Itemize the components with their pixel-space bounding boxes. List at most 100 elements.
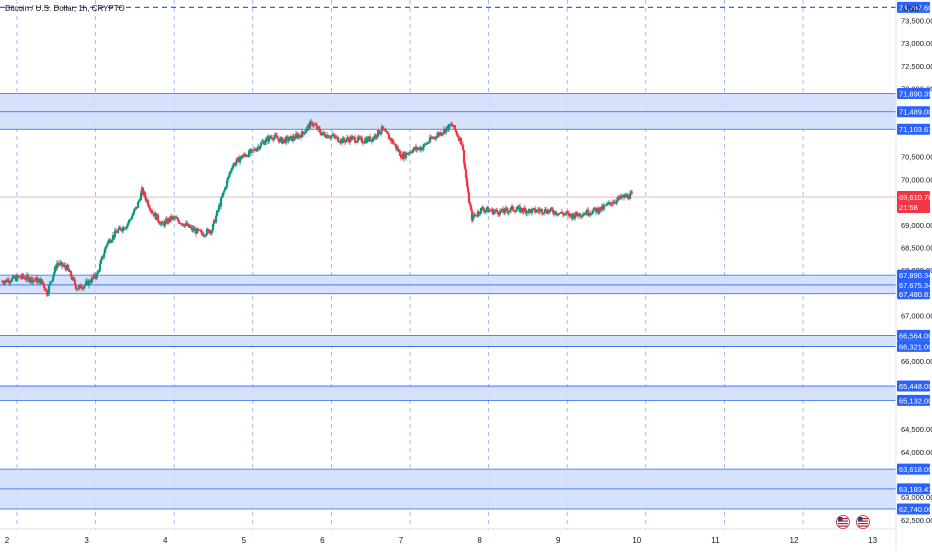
candle-body — [626, 194, 630, 199]
candle-body — [82, 286, 86, 289]
candle-body — [130, 215, 134, 220]
us-flag-icon[interactable] — [856, 515, 870, 529]
candle-body — [477, 211, 481, 214]
candle-body — [596, 208, 600, 213]
candle-body — [481, 207, 485, 210]
candle-body — [67, 268, 71, 272]
candle-body — [360, 137, 364, 143]
candle-body — [346, 137, 350, 140]
candle-body — [463, 163, 467, 170]
candle-body — [235, 158, 239, 163]
candle-body — [298, 135, 302, 136]
candle-body — [69, 271, 73, 277]
candle-body — [137, 200, 141, 202]
candle-body — [311, 124, 315, 126]
candle-body — [99, 259, 103, 264]
event-icons[interactable] — [836, 515, 870, 529]
level-label-text: 63,183.41 — [899, 485, 932, 494]
candle-body — [201, 234, 205, 236]
candle-body — [96, 270, 100, 274]
level-tag: 67,890.34 — [897, 269, 932, 281]
candle-body — [147, 205, 151, 208]
candle-body — [509, 207, 513, 211]
candle-body — [303, 132, 307, 135]
y-tick-label: 70,000.00 — [901, 175, 932, 184]
candle-body — [404, 152, 408, 158]
candle-body — [374, 134, 378, 138]
candle-body — [512, 210, 516, 212]
candle-body — [222, 190, 226, 193]
candle-body — [300, 131, 304, 138]
candle-body — [104, 246, 108, 249]
candle-body — [328, 137, 332, 139]
candle-body — [214, 216, 218, 223]
candle-body — [305, 127, 309, 131]
us-flag-icon[interactable] — [836, 515, 850, 529]
candle-body — [352, 136, 356, 138]
candle-body — [606, 203, 610, 205]
candle-body — [468, 202, 472, 206]
candle-body — [258, 146, 262, 149]
level-tag: 63,618.00 — [897, 463, 932, 475]
candle-body — [206, 229, 210, 230]
candle-body — [503, 208, 507, 213]
candle-body — [310, 121, 314, 125]
candle-body — [488, 210, 492, 212]
level-label-bg — [897, 463, 930, 475]
candle-body — [630, 192, 634, 194]
candle-body — [243, 154, 247, 156]
x-tick-label: 3 — [84, 536, 89, 545]
candle-body — [171, 216, 175, 218]
candle-body — [73, 280, 77, 285]
candle-body — [435, 135, 439, 139]
candle-body — [297, 135, 301, 139]
time-axis[interactable]: 2 3 4 5 6 7 8 9 10 11 12 13 — [5, 536, 878, 545]
x-tick-label: 12 — [790, 536, 799, 545]
candle-body — [356, 136, 360, 142]
candle-body — [102, 253, 106, 258]
candle-body — [27, 276, 31, 282]
candle-body — [408, 151, 412, 154]
currency-label[interactable]: USD — [903, 4, 920, 13]
candle-body — [148, 207, 152, 211]
candle-body — [455, 132, 459, 136]
dashed-level-tag: 73,787.60 — [897, 1, 932, 13]
candle-body — [264, 138, 268, 143]
candle-body — [24, 279, 28, 281]
candle-body — [342, 137, 346, 141]
price-axis-labels: 73,787.60 71,890.39 71,489.00 71,103.67 67,8… — [897, 1, 932, 515]
candle-body — [453, 125, 457, 131]
candle-body — [520, 208, 524, 211]
candle-body — [447, 124, 451, 131]
candle-body — [318, 128, 322, 133]
y-tick-label: 63,000.00 — [901, 493, 932, 502]
candle-body — [157, 221, 161, 224]
candle-body — [150, 210, 154, 213]
candle-body — [354, 142, 358, 144]
candle-body — [540, 209, 544, 214]
candle-body — [28, 280, 32, 282]
x-tick-label: 4 — [163, 536, 168, 545]
candle-body — [337, 141, 341, 143]
candle-body — [275, 136, 279, 139]
candle-body — [493, 210, 497, 212]
candle-body — [534, 211, 538, 213]
candle-body — [394, 144, 398, 149]
candle-body — [187, 223, 191, 228]
candle-body — [127, 220, 131, 224]
candle-body — [575, 211, 579, 215]
candle-body — [281, 140, 285, 144]
y-tick-label: 69,000.00 — [901, 221, 932, 230]
candle-body — [474, 215, 478, 216]
candle-body — [433, 136, 437, 138]
candle-body — [132, 210, 136, 214]
candle-body — [47, 285, 51, 294]
candle-body — [238, 158, 242, 163]
candle-body — [330, 135, 334, 137]
candle-body — [613, 201, 617, 203]
zone-band — [0, 386, 896, 401]
candle-body — [319, 132, 323, 136]
